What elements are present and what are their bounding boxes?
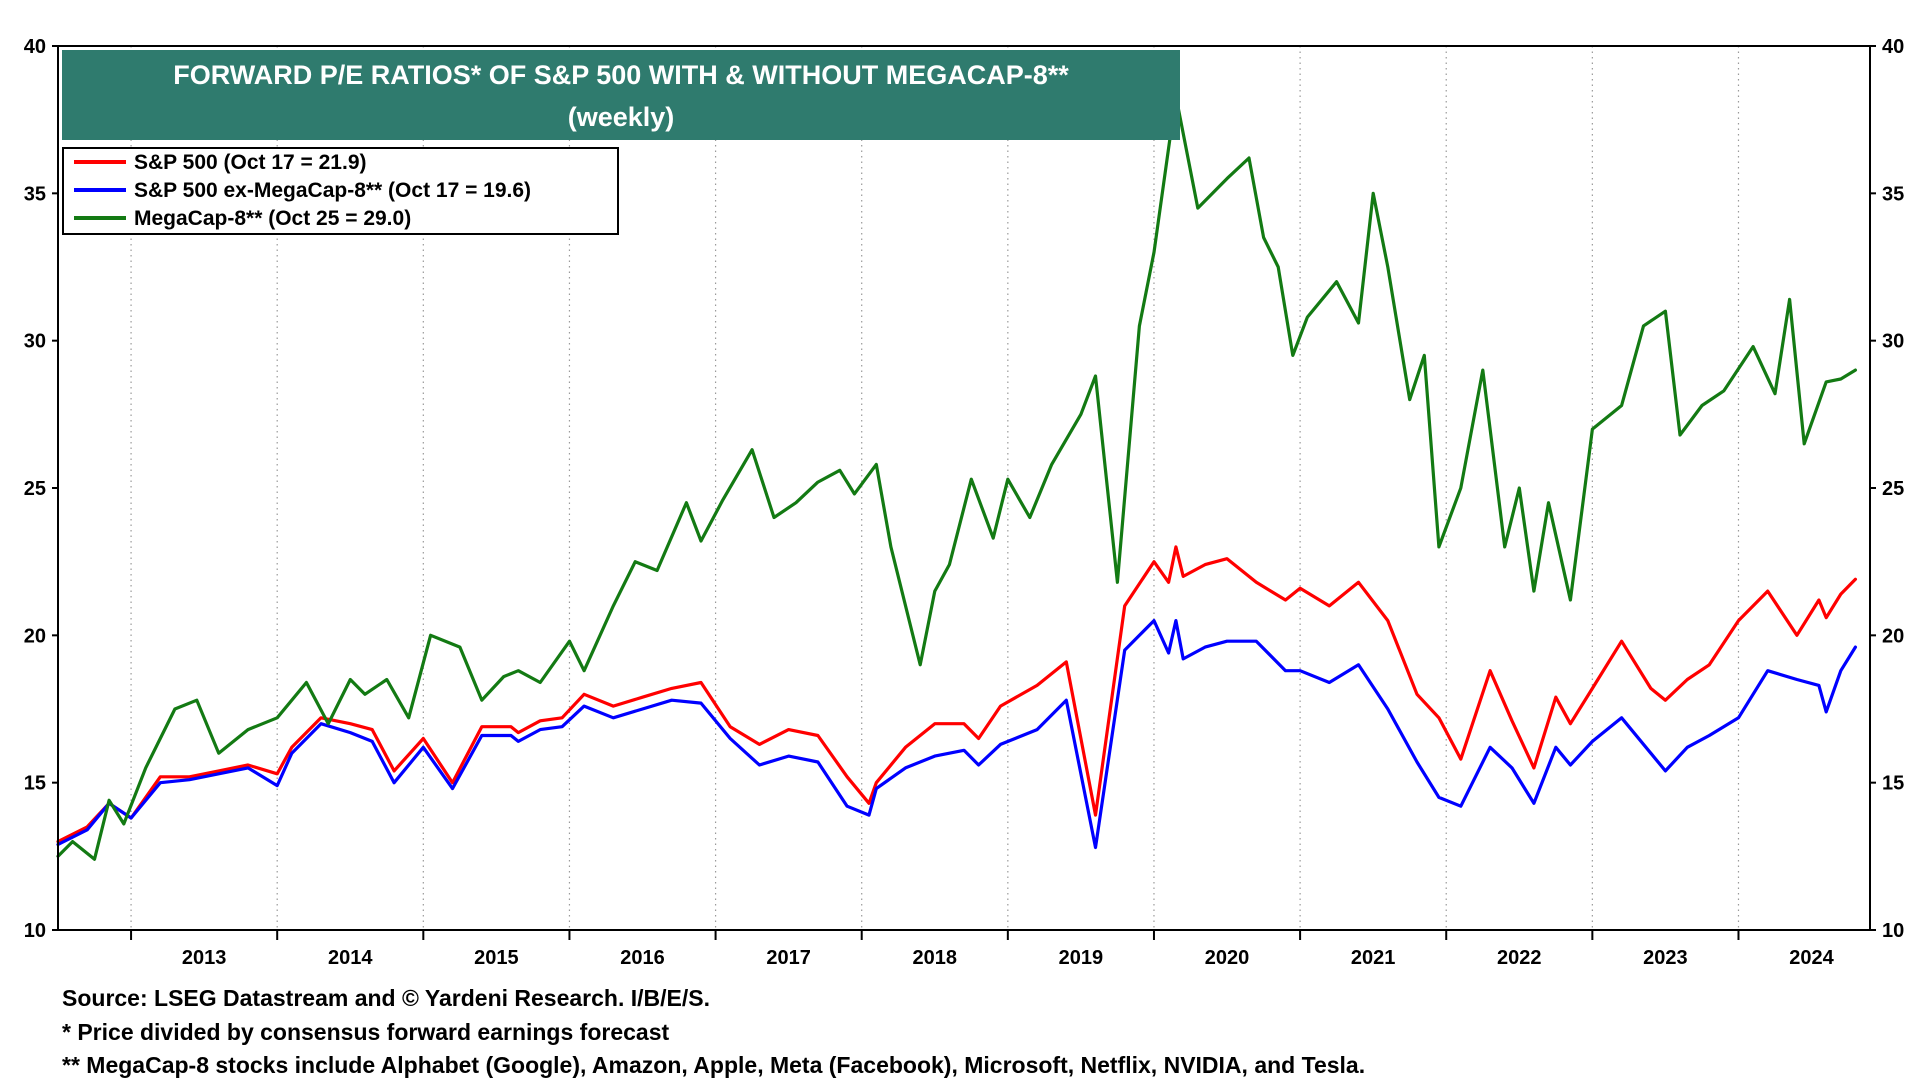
- x-tick-label-2018: 2018: [913, 947, 958, 969]
- y-tick-label-left-20: 20: [24, 625, 46, 647]
- x-tick-label-2014: 2014: [328, 947, 373, 969]
- series-line-1: [56, 618, 1858, 850]
- footnote-megacap-list: ** MegaCap-8 stocks include Alphabet (Go…: [62, 1052, 1365, 1078]
- x-tick-label-2015: 2015: [474, 947, 519, 969]
- x-tick-label-2013: 2013: [182, 947, 227, 969]
- x-tick-label-2020: 2020: [1205, 947, 1250, 969]
- legend-label-ex-megacap: S&P 500 ex-MegaCap-8** (Oct 17 = 19.6): [134, 179, 531, 202]
- y-tick-label-left-15: 15: [24, 773, 46, 795]
- y-tick-label-left-30: 30: [24, 331, 46, 353]
- footnote-source: Source: LSEG Datastream and © Yardeni Re…: [62, 985, 710, 1011]
- y-tick-label-left-25: 25: [24, 478, 46, 500]
- title-background: [62, 50, 1180, 140]
- footnotes: Source: LSEG Datastream and © Yardeni Re…: [62, 985, 1365, 1078]
- legend-label-megacap8: MegaCap-8** (Oct 25 = 29.0): [134, 207, 411, 230]
- footnote-pe-definition: * Price divided by consensus forward ear…: [62, 1019, 669, 1045]
- x-tick-label-2023: 2023: [1643, 947, 1688, 969]
- y-tick-label-right-15: 15: [1882, 773, 1904, 795]
- x-axis: 2013 2014 2015 2016 2017 2018 2019 2020 2021 2022…: [130, 930, 1835, 969]
- legend-frame: [62, 147, 619, 235]
- x-tick-label-2017: 2017: [766, 947, 811, 969]
- y-tick-label-left-40: 40: [24, 36, 46, 58]
- x-tick-label-2016: 2016: [620, 947, 665, 969]
- y-tick-label-right-30: 30: [1882, 331, 1904, 353]
- legend-label-sp500: S&P 500 (Oct 17 = 21.9): [134, 151, 367, 174]
- y-tick-label-right-20: 20: [1882, 625, 1904, 647]
- y-axis-right: 10 15 20 25 30 35 40: [1870, 36, 1904, 942]
- y-tick-label-right-40: 40: [1882, 36, 1904, 58]
- series-line-0: [56, 545, 1858, 844]
- y-tick-label-left-35: 35: [24, 183, 46, 205]
- title-box: FORWARD P/E RATIOS* OF S&P 500 WITH & WI…: [62, 50, 1180, 140]
- series-line-2: [56, 94, 1858, 861]
- series-lines: [56, 94, 1858, 861]
- x-tick-label-2019: 2019: [1059, 947, 1104, 969]
- y-tick-label-left-10: 10: [24, 920, 46, 942]
- chart-subtitle: (weekly): [568, 102, 675, 132]
- x-tick-label-2024: 2024: [1789, 947, 1834, 969]
- x-tick-label-2021: 2021: [1351, 947, 1396, 969]
- x-tick-label-2022: 2022: [1497, 947, 1542, 969]
- y-axis-left: 10 15 20 25 30 35 40: [24, 36, 58, 942]
- y-tick-label-right-35: 35: [1882, 183, 1904, 205]
- y-tick-label-right-25: 25: [1882, 478, 1904, 500]
- legend: S&P 500 (Oct 17 = 21.9) S&P 500 ex-MegaC…: [62, 147, 619, 235]
- chart-title: FORWARD P/E RATIOS* OF S&P 500 WITH & WI…: [173, 60, 1069, 90]
- y-tick-label-right-10: 10: [1882, 920, 1904, 942]
